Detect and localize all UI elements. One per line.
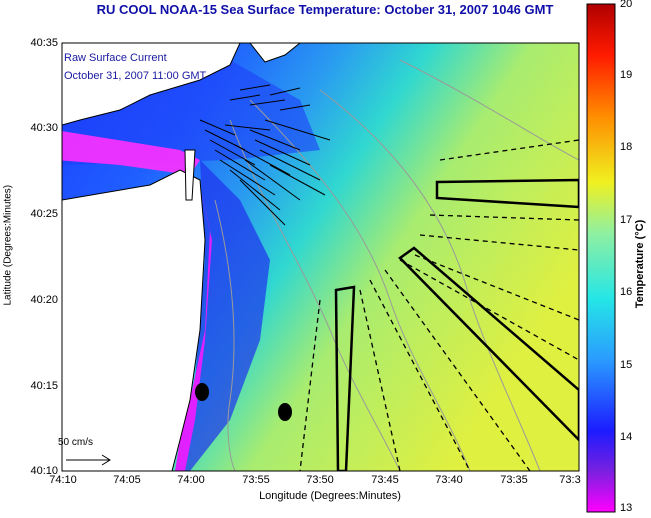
land-northern-shore [62, 43, 241, 126]
y-tick: 40:25 [30, 208, 58, 220]
x-tick: 73:3 [559, 474, 581, 486]
y-tick: 40:20 [30, 294, 58, 306]
x-tick: 73:55 [242, 474, 270, 486]
x-tick: 74:10 [49, 474, 77, 486]
legend-title: Raw Surface Current [64, 52, 167, 64]
y-tick: 40:30 [30, 122, 58, 134]
x-tick: 73:45 [371, 474, 399, 486]
y-tick: 40:35 [30, 37, 58, 49]
plot-area [62, 43, 579, 471]
x-axis-title: Longitude (Degrees:Minutes) [259, 490, 401, 502]
colorbar-tick: 16 [620, 286, 633, 298]
x-tick: 73:50 [306, 474, 334, 486]
colorbar-tick: 14 [620, 431, 633, 443]
colorbar-tick: 15 [620, 359, 633, 371]
legend-timestamp: October 31, 2007 11:00 GMT [64, 70, 207, 82]
colorbar-tick: 13 [620, 502, 633, 514]
x-tick: 74:00 [177, 474, 205, 486]
mooring-marker-2 [278, 403, 292, 421]
land-new-jersey [62, 169, 206, 471]
x-tick: 74:05 [113, 474, 141, 486]
scale-label: 50 cm/s [58, 437, 94, 448]
x-tick: 73:35 [500, 474, 528, 486]
y-axis-title: Latitude (Degrees:Minutes) [2, 184, 14, 306]
colorbar-tick: 18 [620, 141, 633, 153]
current-vectors [199, 84, 331, 226]
map-title: RU COOL NOAA-15 Sea Surface Temperature:… [96, 2, 554, 17]
colorbar-title: Temperature (°C) [634, 219, 646, 309]
colorbar-tick: 19 [620, 69, 633, 81]
x-tick: 73:40 [435, 474, 463, 486]
transect-outlines [334, 178, 579, 471]
colorbar-tick: 20 [620, 0, 633, 10]
plot-frame [61, 42, 580, 472]
scale-arrow-icon [66, 454, 111, 466]
y-tick: 40:10 [30, 465, 58, 477]
land-long-island [249, 43, 301, 63]
mooring-marker-1 [195, 383, 209, 401]
colorbar [586, 3, 616, 513]
radar-beams [299, 139, 579, 471]
colorbar-tick: 17 [620, 214, 633, 226]
y-tick: 40:15 [30, 380, 58, 392]
